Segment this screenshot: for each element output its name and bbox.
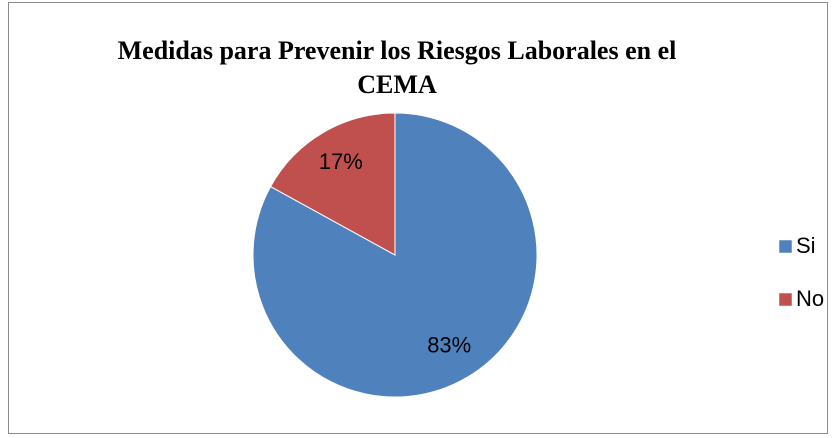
- chart-frame: [8, 2, 828, 434]
- data-label: 17%: [319, 149, 363, 174]
- data-label: 83%: [427, 332, 471, 357]
- pie-slice: [269, 112, 396, 256]
- legend-label: No: [796, 286, 824, 311]
- chart-title: Medidas para Prevenir los Riesgos Labora…: [117, 36, 677, 99]
- legend-swatch: [778, 239, 793, 254]
- legend-label: Si: [796, 233, 816, 258]
- legend-swatch: [778, 292, 793, 307]
